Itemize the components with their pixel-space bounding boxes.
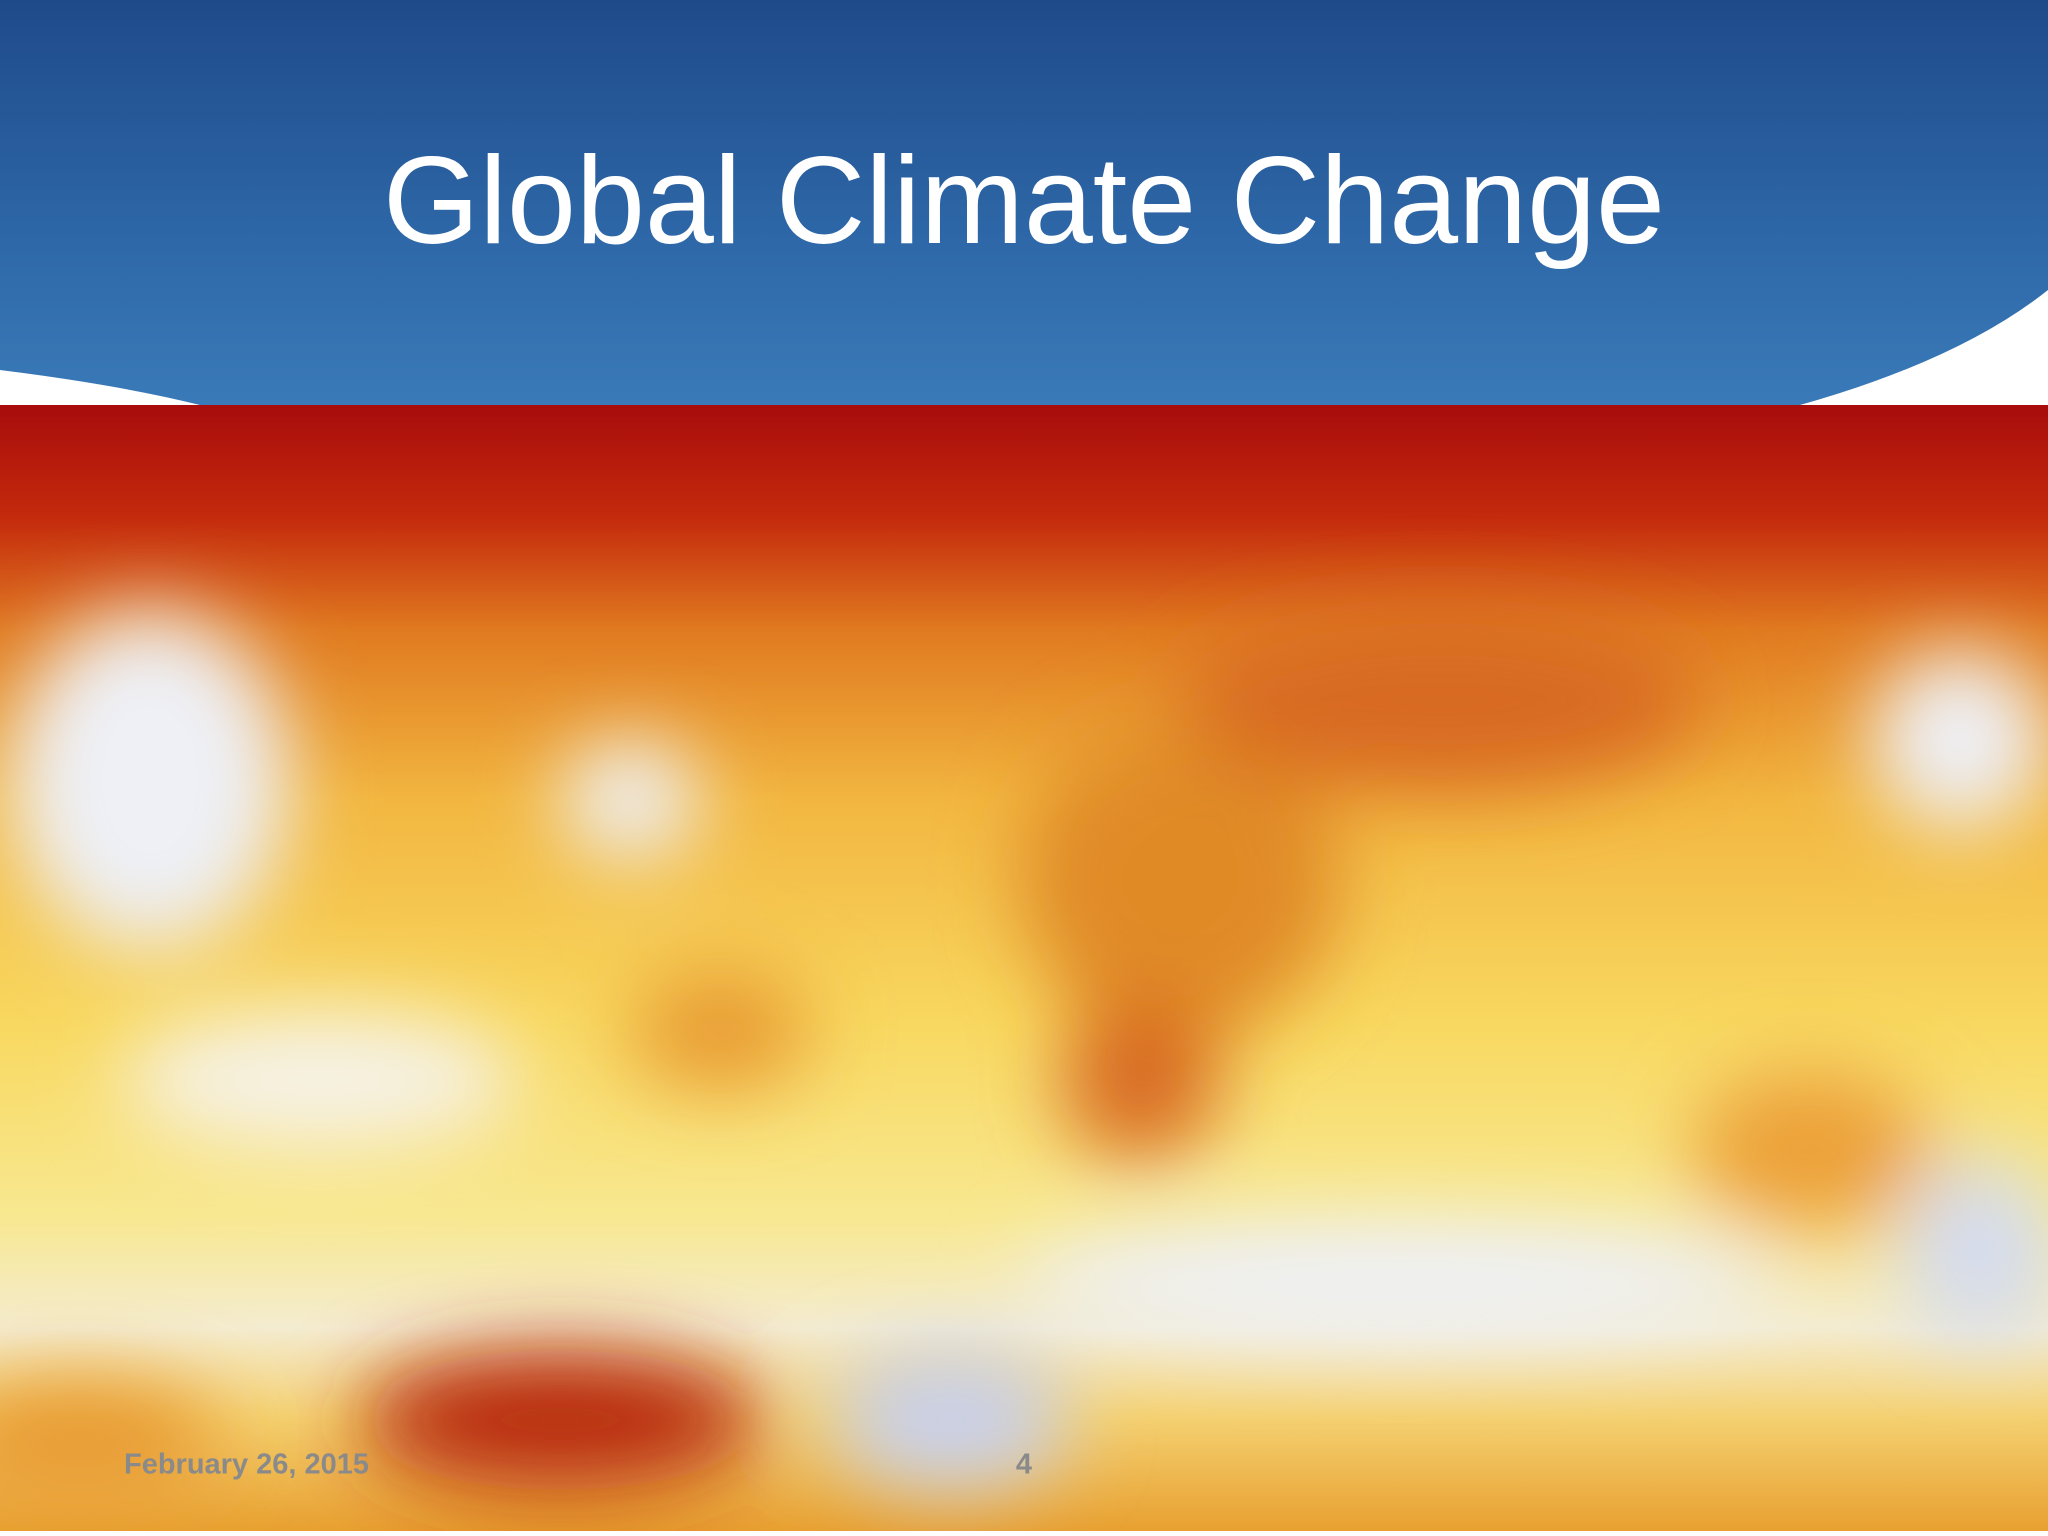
temperature-map	[0, 405, 2048, 1531]
header-swoosh	[1800, 290, 2048, 405]
page-number: 4	[1016, 1449, 1032, 1481]
slide-title: Global Climate Change	[383, 132, 1665, 270]
header-band	[0, 0, 2048, 405]
footer-date: February 26, 2015	[124, 1449, 369, 1481]
header-swoosh	[0, 370, 200, 405]
